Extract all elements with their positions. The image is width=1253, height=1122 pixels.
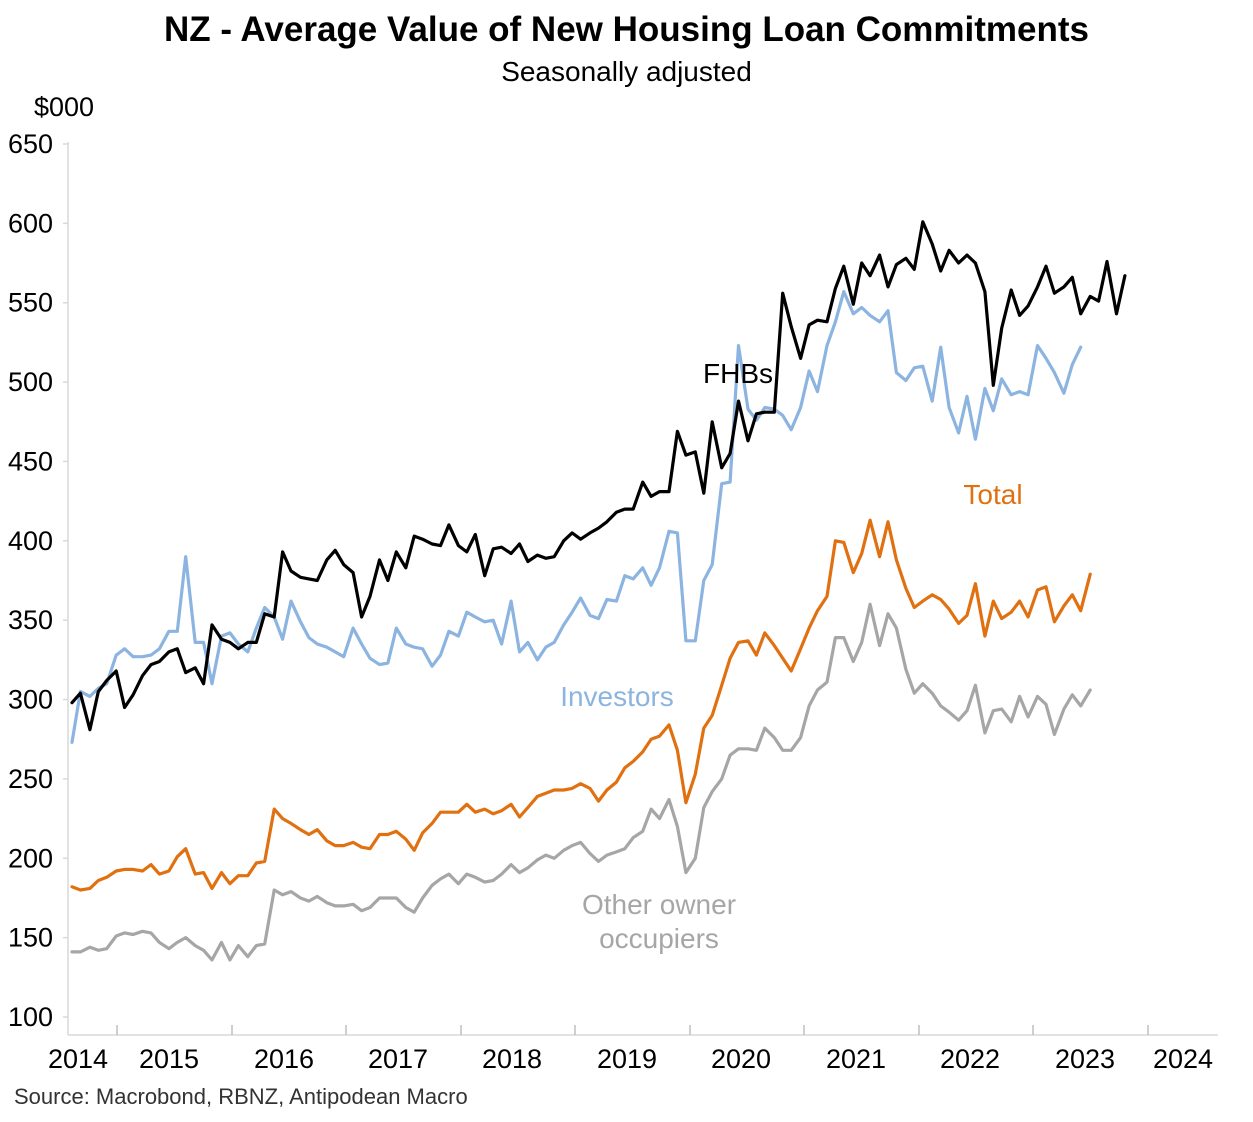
series-line-investors <box>70 290 1083 744</box>
series-label: Other owner <box>582 889 736 920</box>
x-tick-label: 2018 <box>482 1044 542 1074</box>
chart-title: NZ - Average Value of New Housing Loan C… <box>163 10 1090 49</box>
y-tick-label: 500 <box>8 367 53 397</box>
series-line-total <box>70 518 1092 892</box>
chart-subtitle: Seasonally adjusted <box>501 56 752 87</box>
x-tick-label: 2023 <box>1055 1044 1115 1074</box>
x-tick-label: 2022 <box>940 1044 1000 1074</box>
x-tick-label: 2017 <box>368 1044 428 1074</box>
axes: 100 150 200 250 300 350 400 450 500 550 600 650 2014… <box>8 129 1218 1074</box>
series-line-other-owner-occupiers <box>70 602 1092 962</box>
y-tick-label: 400 <box>8 526 53 556</box>
x-tick-label: 2020 <box>711 1044 771 1074</box>
y-tick-label: 150 <box>8 923 53 953</box>
y-tick-label: 100 <box>8 1002 53 1032</box>
y-tick-label: 550 <box>8 288 53 318</box>
y-tick-label: 300 <box>8 685 53 715</box>
x-tick-label: 2014 <box>48 1044 108 1074</box>
y-tick-label: 250 <box>8 764 53 794</box>
x-tick-label: 2021 <box>826 1044 886 1074</box>
y-tick-label: 350 <box>8 605 53 635</box>
series-line-fhbs <box>70 220 1127 732</box>
series-lines <box>70 220 1127 962</box>
series-label: FHBs <box>703 358 773 389</box>
y-tick-label: 600 <box>8 208 53 238</box>
x-tick-label: 2016 <box>254 1044 314 1074</box>
x-tick-label: 2015 <box>139 1044 199 1074</box>
series-label: occupiers <box>599 923 719 954</box>
y-axis-unit-label: $000 <box>34 92 94 122</box>
series-label: Investors <box>560 681 674 712</box>
y-tick-label: 650 <box>8 129 53 159</box>
x-tick-label: 2024 <box>1153 1044 1213 1074</box>
y-tick-label: 450 <box>8 446 53 476</box>
source-note: Source: Macrobond, RBNZ, Antipodean Macr… <box>14 1084 468 1109</box>
x-tick-label: 2019 <box>597 1044 657 1074</box>
y-tick-label: 200 <box>8 843 53 873</box>
series-label: Total <box>963 479 1022 510</box>
